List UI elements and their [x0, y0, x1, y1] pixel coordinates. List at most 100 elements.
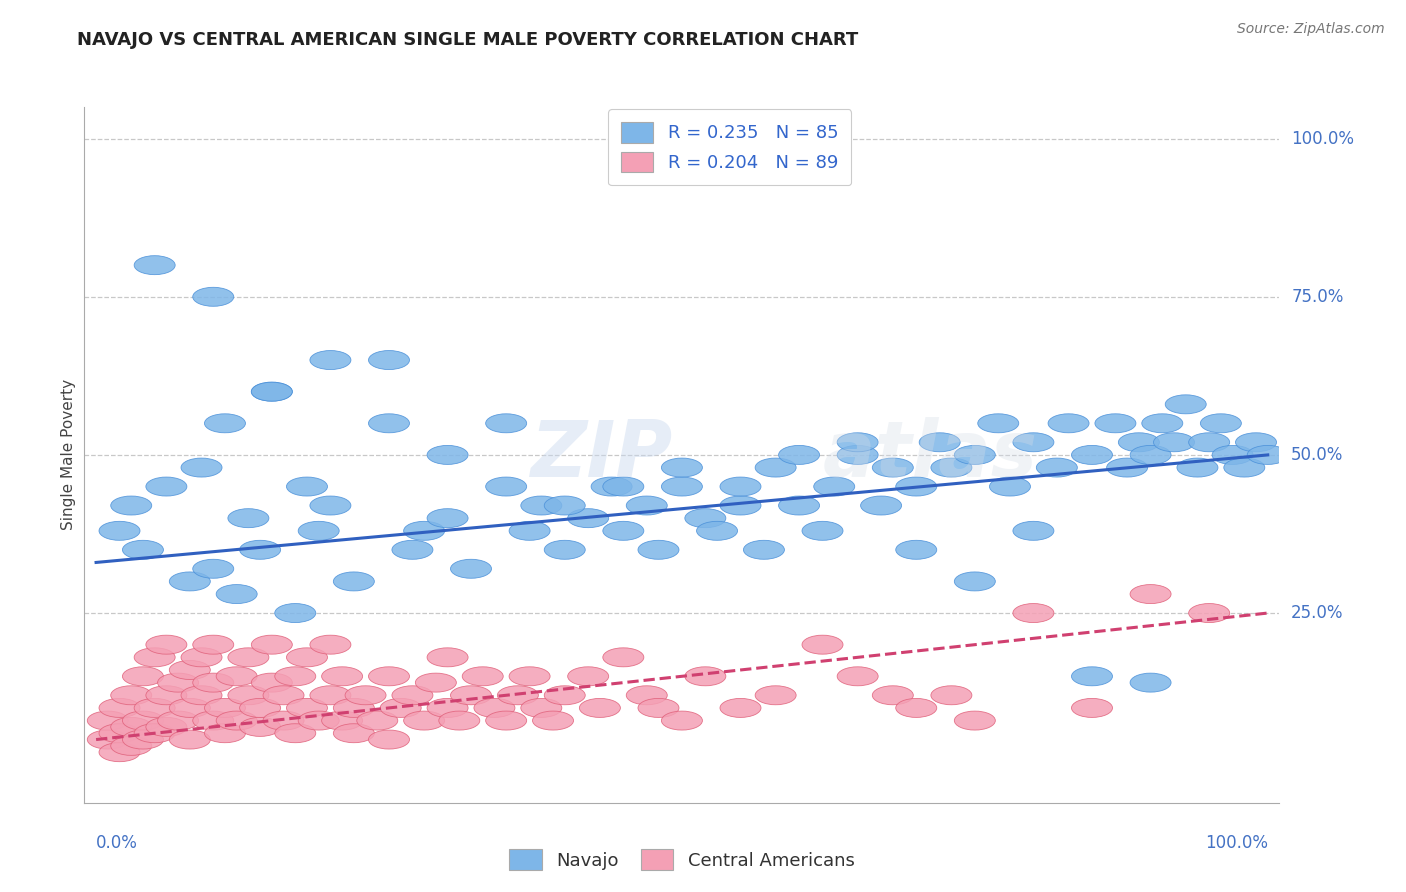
- Ellipse shape: [263, 711, 304, 730]
- Ellipse shape: [98, 521, 141, 541]
- Ellipse shape: [404, 521, 444, 541]
- Ellipse shape: [87, 730, 128, 749]
- Ellipse shape: [955, 711, 995, 730]
- Ellipse shape: [204, 414, 246, 433]
- Ellipse shape: [98, 723, 141, 743]
- Ellipse shape: [1130, 673, 1171, 692]
- Ellipse shape: [146, 635, 187, 654]
- Ellipse shape: [1236, 433, 1277, 451]
- Ellipse shape: [111, 686, 152, 705]
- Ellipse shape: [661, 477, 703, 496]
- Ellipse shape: [509, 521, 550, 541]
- Ellipse shape: [474, 698, 515, 717]
- Ellipse shape: [1247, 445, 1288, 465]
- Ellipse shape: [931, 458, 972, 477]
- Ellipse shape: [181, 648, 222, 667]
- Ellipse shape: [368, 414, 409, 433]
- Ellipse shape: [860, 496, 901, 515]
- Ellipse shape: [837, 445, 879, 465]
- Ellipse shape: [638, 541, 679, 559]
- Ellipse shape: [239, 698, 281, 717]
- Ellipse shape: [661, 711, 703, 730]
- Ellipse shape: [122, 730, 163, 749]
- Ellipse shape: [872, 686, 914, 705]
- Ellipse shape: [485, 711, 527, 730]
- Ellipse shape: [755, 458, 796, 477]
- Ellipse shape: [1012, 604, 1054, 623]
- Text: 100.0%: 100.0%: [1291, 129, 1354, 148]
- Ellipse shape: [309, 351, 352, 369]
- Ellipse shape: [544, 686, 585, 705]
- Ellipse shape: [333, 698, 374, 717]
- Ellipse shape: [427, 648, 468, 667]
- Ellipse shape: [779, 496, 820, 515]
- Ellipse shape: [661, 458, 703, 477]
- Ellipse shape: [1107, 458, 1147, 477]
- Legend: Navajo, Central Americans: Navajo, Central Americans: [502, 842, 862, 877]
- Ellipse shape: [1166, 395, 1206, 414]
- Text: Source: ZipAtlas.com: Source: ZipAtlas.com: [1237, 22, 1385, 37]
- Ellipse shape: [990, 477, 1031, 496]
- Ellipse shape: [217, 667, 257, 686]
- Ellipse shape: [228, 508, 269, 528]
- Ellipse shape: [228, 686, 269, 705]
- Ellipse shape: [193, 287, 233, 306]
- Ellipse shape: [520, 698, 562, 717]
- Ellipse shape: [134, 723, 176, 743]
- Ellipse shape: [931, 686, 972, 705]
- Ellipse shape: [368, 730, 409, 749]
- Ellipse shape: [217, 584, 257, 604]
- Ellipse shape: [955, 445, 995, 465]
- Ellipse shape: [626, 496, 668, 515]
- Ellipse shape: [404, 711, 444, 730]
- Ellipse shape: [298, 521, 339, 541]
- Ellipse shape: [801, 521, 844, 541]
- Ellipse shape: [568, 508, 609, 528]
- Ellipse shape: [837, 667, 879, 686]
- Ellipse shape: [193, 635, 233, 654]
- Ellipse shape: [533, 711, 574, 730]
- Ellipse shape: [485, 414, 527, 433]
- Ellipse shape: [1071, 698, 1112, 717]
- Ellipse shape: [333, 723, 374, 743]
- Ellipse shape: [427, 508, 468, 528]
- Ellipse shape: [1071, 445, 1112, 465]
- Ellipse shape: [146, 477, 187, 496]
- Ellipse shape: [498, 686, 538, 705]
- Ellipse shape: [380, 698, 422, 717]
- Ellipse shape: [274, 604, 316, 623]
- Ellipse shape: [239, 541, 281, 559]
- Ellipse shape: [1130, 445, 1171, 465]
- Ellipse shape: [1047, 414, 1090, 433]
- Ellipse shape: [287, 698, 328, 717]
- Ellipse shape: [333, 572, 374, 591]
- Text: ZIP: ZIP: [530, 417, 672, 493]
- Ellipse shape: [274, 667, 316, 686]
- Ellipse shape: [509, 667, 550, 686]
- Ellipse shape: [1153, 433, 1195, 451]
- Ellipse shape: [485, 477, 527, 496]
- Ellipse shape: [450, 686, 492, 705]
- Ellipse shape: [977, 414, 1019, 433]
- Ellipse shape: [439, 711, 479, 730]
- Text: NAVAJO VS CENTRAL AMERICAN SINGLE MALE POVERTY CORRELATION CHART: NAVAJO VS CENTRAL AMERICAN SINGLE MALE P…: [77, 31, 859, 49]
- Ellipse shape: [169, 572, 211, 591]
- Ellipse shape: [591, 477, 633, 496]
- Ellipse shape: [392, 686, 433, 705]
- Ellipse shape: [814, 477, 855, 496]
- Ellipse shape: [450, 559, 492, 578]
- Ellipse shape: [87, 711, 128, 730]
- Ellipse shape: [309, 635, 352, 654]
- Ellipse shape: [344, 686, 387, 705]
- Ellipse shape: [801, 635, 844, 654]
- Ellipse shape: [779, 445, 820, 465]
- Ellipse shape: [638, 698, 679, 717]
- Ellipse shape: [122, 667, 163, 686]
- Ellipse shape: [181, 458, 222, 477]
- Ellipse shape: [415, 673, 457, 692]
- Ellipse shape: [252, 382, 292, 401]
- Ellipse shape: [204, 723, 246, 743]
- Text: 75.0%: 75.0%: [1291, 288, 1344, 306]
- Text: 50.0%: 50.0%: [1291, 446, 1344, 464]
- Ellipse shape: [122, 541, 163, 559]
